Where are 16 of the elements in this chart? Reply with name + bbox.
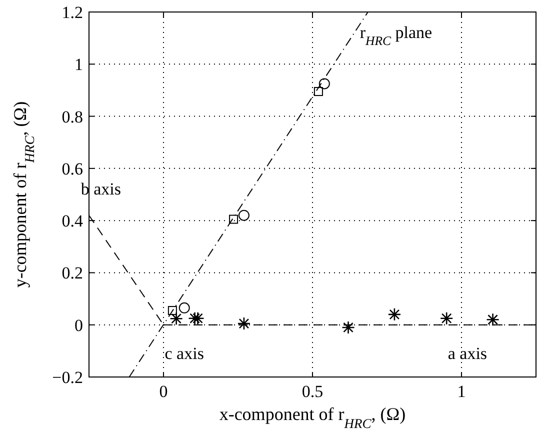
y-tick-label: 1.2 [62,3,83,22]
y-tick-label: 0.8 [62,107,83,126]
x-tick-label: 0.5 [302,382,324,401]
x-axis-title: x-component of r$_{HRC}$, (Ω) [219,404,406,430]
annotation: b axis [80,180,121,198]
annotation: r$_{HRC}$ plane [360,23,432,48]
y-tick-label: 1 [74,55,83,74]
annotation: c axis [164,344,204,363]
x-tick-label: 1 [457,382,466,401]
y-tick-label: −0.2 [52,368,83,387]
y-tick-label: 0.4 [62,212,84,231]
y-tick-label: 0.6 [62,159,83,178]
y-tick-label: 0 [74,316,83,335]
x-tick-label: 0 [159,382,168,401]
y-tick-label: 0.2 [62,264,83,283]
annotation: a axis [448,344,488,363]
